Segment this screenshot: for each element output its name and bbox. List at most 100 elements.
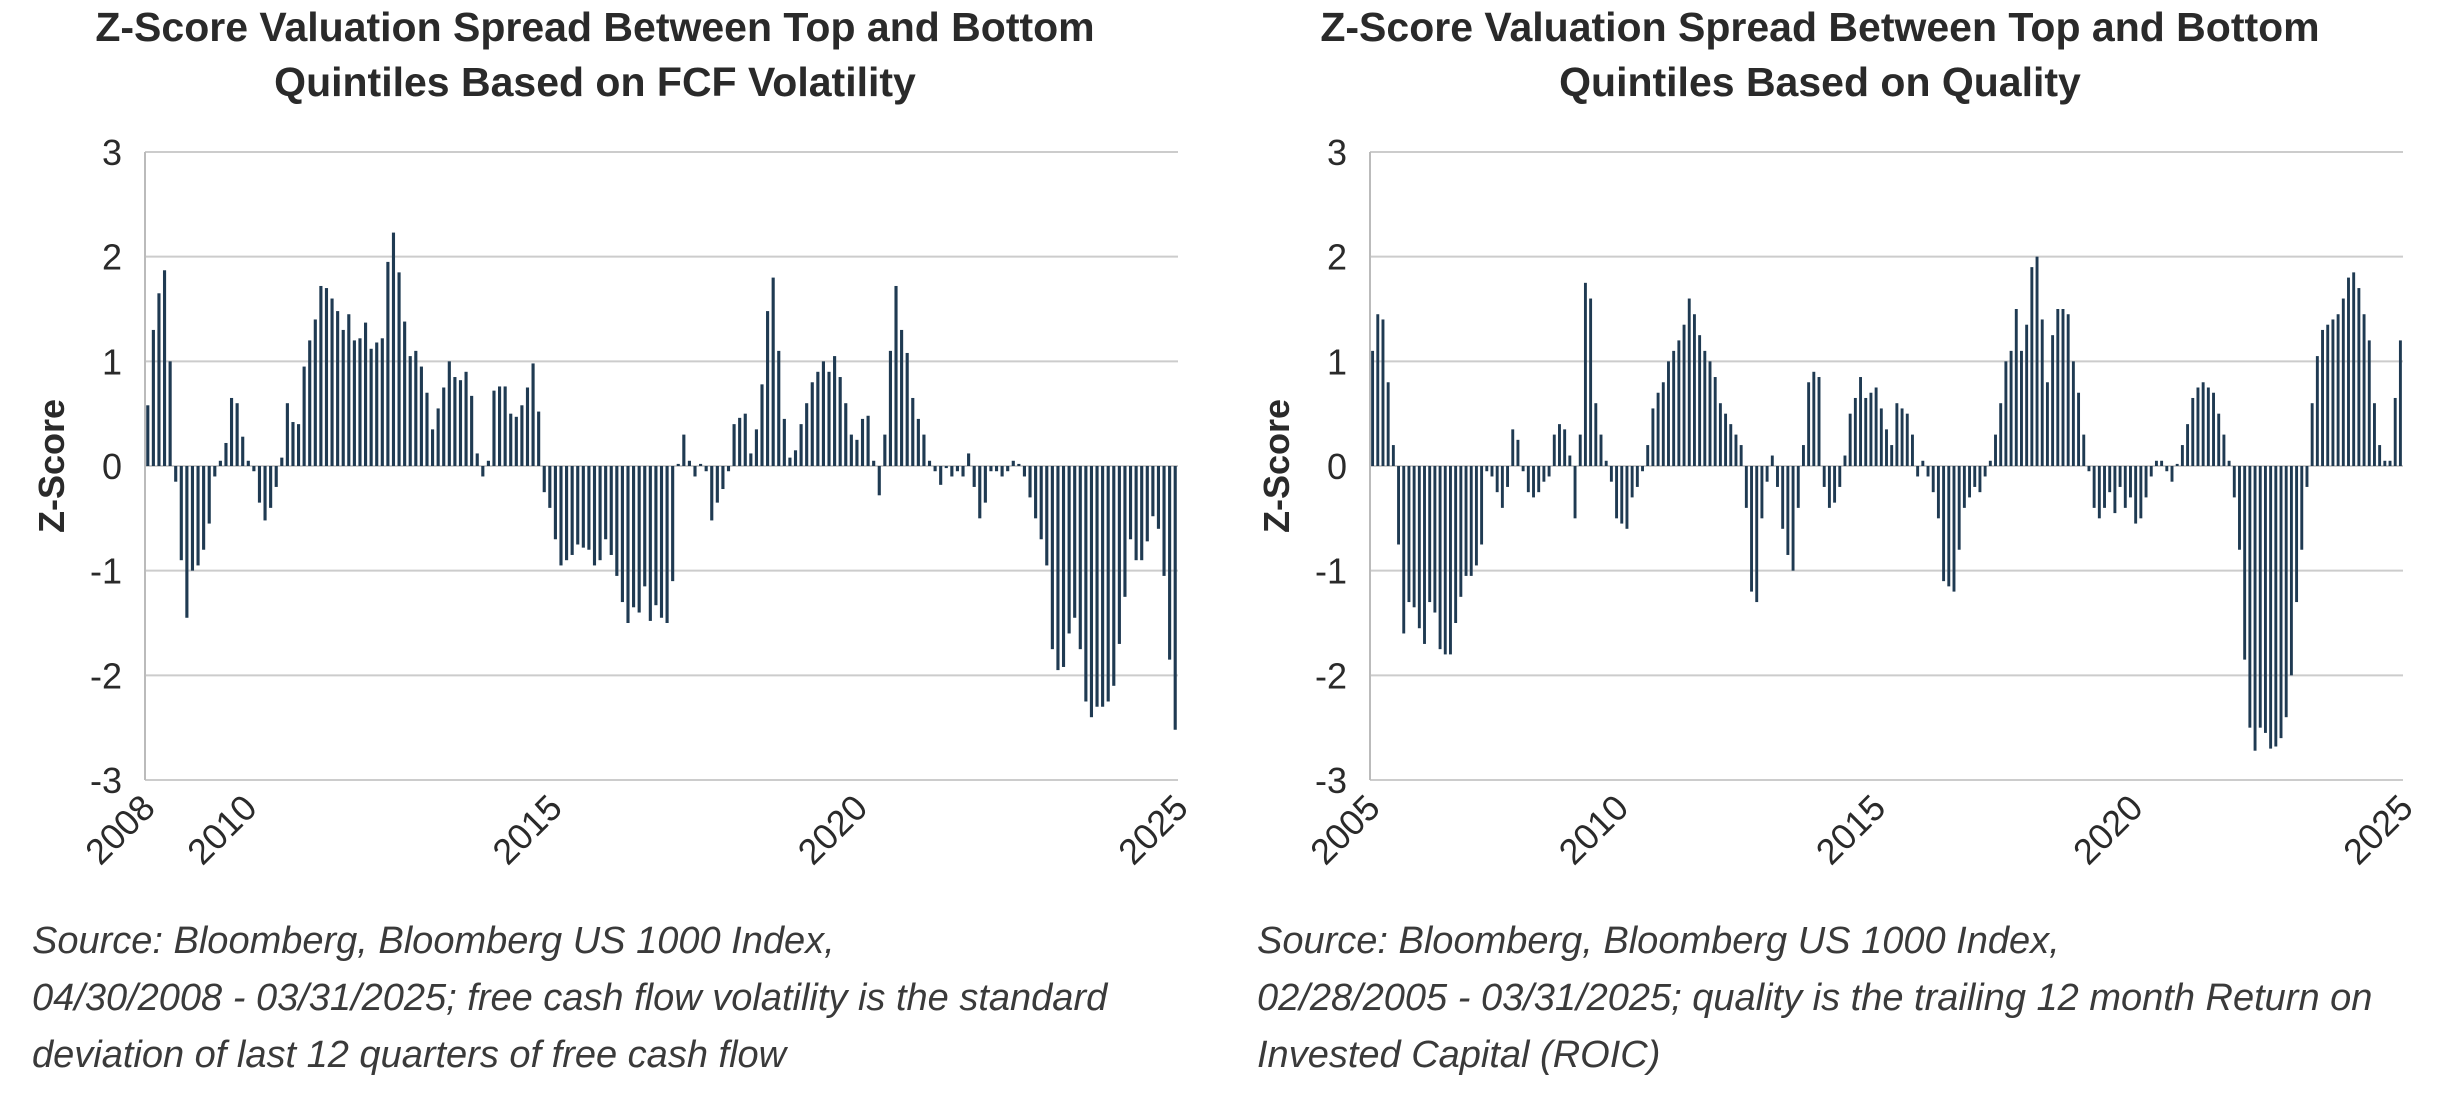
x-tick-label: 2025	[1110, 787, 1196, 873]
bar	[1911, 434, 1914, 466]
bar	[827, 371, 831, 466]
bar	[687, 460, 691, 466]
bar	[1869, 392, 1873, 466]
x-tick-label: 2020	[2065, 787, 2151, 873]
bar	[989, 466, 993, 472]
bar	[2238, 466, 2241, 550]
bar	[2191, 397, 2195, 466]
bar	[860, 418, 865, 466]
y-tick-label: -2	[1315, 655, 1347, 696]
bar	[1931, 466, 1935, 493]
bar	[1646, 445, 1650, 466]
bar	[520, 405, 524, 466]
bar	[1755, 466, 1759, 603]
bar	[2123, 466, 2127, 508]
bar	[950, 466, 954, 477]
bar	[246, 460, 250, 466]
chart-title: Z-Score Valuation Spread Between Top and…	[1225, 0, 2415, 110]
bar	[632, 466, 636, 608]
bar	[235, 403, 239, 466]
bar	[2051, 335, 2055, 466]
bar	[1134, 466, 1138, 561]
bar	[1500, 466, 1504, 508]
bar	[509, 413, 513, 466]
bar	[2227, 460, 2231, 466]
bar	[1947, 466, 1951, 587]
bar	[704, 466, 708, 472]
source-note: Source: Bloomberg, Bloomberg US 1000 Ind…	[32, 913, 1192, 1084]
bar	[224, 442, 228, 466]
bar	[179, 466, 183, 561]
bar	[2300, 466, 2304, 550]
bar	[916, 418, 920, 466]
x-tick-label: 2010	[1551, 787, 1637, 873]
bar	[436, 408, 440, 466]
bar	[1407, 466, 1411, 603]
bar	[743, 413, 747, 466]
bar	[2258, 466, 2262, 728]
bar	[1485, 466, 1489, 472]
bar	[1687, 298, 1691, 466]
chart-title-line-1: Z-Score Valuation Spread Between Top and…	[95, 4, 1095, 50]
bar	[793, 450, 798, 466]
bar	[833, 356, 837, 466]
bar	[1516, 439, 1520, 466]
bar	[2118, 466, 2122, 487]
bar	[1480, 466, 1484, 545]
chart-title-line-1: Z-Score Valuation Spread Between Top and…	[1320, 4, 2320, 50]
bar	[777, 350, 781, 466]
bar	[2305, 466, 2309, 487]
bar	[2201, 382, 2205, 466]
bar	[1604, 460, 1608, 466]
bar	[637, 466, 641, 613]
bar	[1734, 434, 1738, 466]
bar	[654, 466, 658, 606]
bar	[1162, 466, 1166, 576]
bar	[447, 361, 451, 466]
bar	[2269, 466, 2273, 749]
bar	[1542, 466, 1546, 482]
bar	[1526, 466, 1530, 493]
bar	[1521, 466, 1525, 472]
bar	[2175, 463, 2179, 466]
bar	[2206, 387, 2210, 466]
bar	[241, 436, 245, 466]
bar	[1713, 377, 1717, 466]
bar	[565, 466, 569, 561]
bar	[693, 466, 697, 477]
bar	[2362, 314, 2366, 466]
bar	[1402, 466, 1406, 634]
bar	[1905, 413, 1909, 466]
chart-title-line-2: Quintiles Based on Quality	[1559, 59, 2081, 105]
bar	[1045, 466, 1049, 566]
bar	[643, 466, 647, 587]
bar	[2398, 340, 2402, 466]
bar	[1895, 403, 1899, 466]
bar	[1952, 466, 1956, 592]
bar	[2014, 309, 2018, 466]
bar	[1117, 466, 1121, 644]
bar	[883, 434, 887, 466]
bar	[1128, 466, 1133, 540]
bar	[319, 285, 323, 466]
bar	[1812, 371, 1816, 466]
bar	[1078, 466, 1082, 650]
y-tick-label: 2	[102, 237, 122, 278]
bar	[2253, 466, 2257, 751]
bar	[1506, 466, 1510, 487]
bar	[1999, 403, 2003, 466]
bar	[1739, 445, 1743, 466]
bar	[1994, 434, 1997, 466]
bar	[1578, 434, 1582, 466]
bar	[1428, 466, 1432, 603]
bar	[2004, 361, 2008, 466]
bar	[1537, 466, 1541, 493]
bar	[2066, 314, 2070, 466]
bar	[1796, 466, 1800, 508]
bar	[1864, 397, 1868, 466]
bar	[1006, 466, 1010, 472]
bar	[1495, 466, 1499, 493]
bar	[525, 387, 530, 466]
y-axis-label: Z-Score	[1256, 399, 1297, 533]
bar	[1599, 434, 1603, 466]
